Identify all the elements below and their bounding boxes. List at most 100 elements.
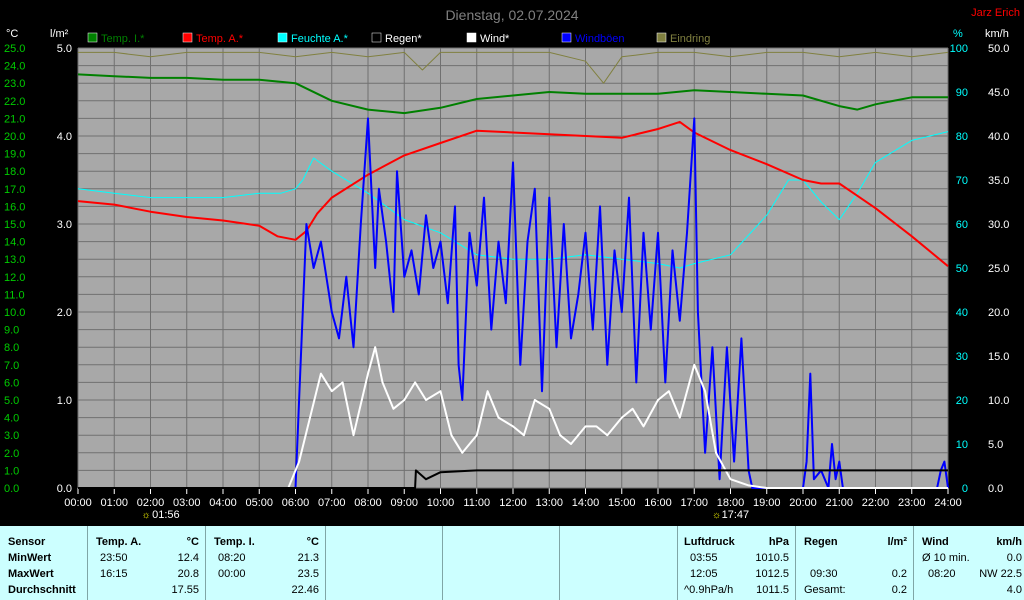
legend-label: Eindring <box>670 33 710 45</box>
temp-axis-unit: °C <box>6 28 18 40</box>
temp-tick-label: 4.0 <box>4 413 19 425</box>
series-line-wind <box>78 346 948 489</box>
x-tick-label: 19:00 <box>753 497 781 509</box>
humidity-tick-label: 0 <box>962 483 968 495</box>
temp-a-unit: °C <box>186 536 199 548</box>
x-tick-label: 04:00 <box>209 497 237 509</box>
temp-i-header: Temp. I. <box>214 536 255 548</box>
humidity-tick-label: 70 <box>956 175 968 187</box>
temp-i-min-time: 08:20 <box>218 552 246 564</box>
stats-col-empty-3 <box>559 526 677 600</box>
humidity-tick-label: 100 <box>950 43 968 55</box>
stats-col-temp-a: Temp. A. °C 23:50 12.4 16:15 20.8 17.55 <box>87 526 205 600</box>
wind-axis-unit: km/h <box>985 28 1009 40</box>
wind-tick-label: 15.0 <box>988 351 1009 363</box>
rain-tick-label: 0.0 <box>57 483 72 495</box>
x-tick-label: 10:00 <box>427 497 455 509</box>
humidity-tick-label: 40 <box>956 307 968 319</box>
temp-tick-label: 9.0 <box>4 325 19 337</box>
x-tick-label: 03:00 <box>173 497 201 509</box>
legend-swatch <box>656 32 667 43</box>
temp-i-min-value: 21.3 <box>297 552 319 564</box>
temp-a-header: Temp. A. <box>96 536 142 548</box>
wind-tick-label: 5.0 <box>988 439 1003 451</box>
weather-chart: Dienstag, 02.07.2024 Jarz Erich °C l/m²% km/… <box>4 7 1020 521</box>
x-tick-label: 17:00 <box>680 497 708 509</box>
regen-unit: l/m² <box>887 536 907 548</box>
temp-a-max-time: 16:15 <box>100 568 128 580</box>
temp-i-max-time: 00:00 <box>218 568 246 580</box>
rain-tick-label: 3.0 <box>57 219 72 231</box>
temp-a-max-value: 20.8 <box>177 568 199 580</box>
temp-tick-label: 13.0 <box>4 254 25 266</box>
luftdruck-min-value: 1010.5 <box>755 552 789 564</box>
temp-tick-label: 3.0 <box>4 430 19 442</box>
x-tick-label: 14:00 <box>572 497 600 509</box>
regen-header: Regen <box>804 536 838 548</box>
temp-a-avg-value: 17.55 <box>171 584 199 596</box>
legend-label: Feuchte A.* <box>291 33 349 45</box>
humidity-tick-label: 30 <box>956 351 968 363</box>
humidity-tick-label: 90 <box>956 87 968 99</box>
temp-tick-label: 5.0 <box>4 395 19 407</box>
temp-i-max-value: 23.5 <box>297 568 319 580</box>
x-tick-label: 21:00 <box>825 497 853 509</box>
wind-tick-label: 10.0 <box>988 395 1009 407</box>
temp-tick-label: 8.0 <box>4 342 19 354</box>
wind-tick-label: 35.0 <box>988 175 1009 187</box>
series-line-windb-en <box>78 117 949 489</box>
legend-swatch <box>182 32 193 43</box>
rain-tick-label: 4.0 <box>57 131 72 143</box>
rain-tick-label: 2.0 <box>57 307 72 319</box>
x-tick-label: 18:00 <box>717 497 745 509</box>
wind-avg10-value: 0.0 <box>1006 552 1022 564</box>
x-tick-label: 02:00 <box>137 497 165 509</box>
luftdruck-unit: hPa <box>768 536 789 548</box>
sunset-icon: ☼ <box>712 510 721 521</box>
wind-max-time: 08:20 <box>928 568 956 580</box>
temp-i-unit: °C <box>306 536 319 548</box>
x-tick-label: 20:00 <box>789 497 817 509</box>
wind-tick-label: 45.0 <box>988 87 1009 99</box>
temp-tick-label: 23.0 <box>4 78 25 90</box>
luftdruck-max-time: 12:05 <box>690 568 718 580</box>
sunrise-label: 01:56 <box>152 509 180 521</box>
stats-table: Sensor MinWert MaxWert Durchschnitt Temp… <box>0 526 1024 600</box>
wind-tick-label: 50.0 <box>988 43 1009 55</box>
luftdruck-max-value: 1012.5 <box>755 568 789 580</box>
x-tick-label: 16:00 <box>644 497 672 509</box>
stats-row-max: MaxWert <box>8 568 54 580</box>
humidity-tick-label: 60 <box>956 219 968 231</box>
temp-tick-label: 1.0 <box>4 465 19 477</box>
chart-area: Dienstag, 02.07.2024 Jarz Erich °C l/m²% km/… <box>0 0 1024 526</box>
stats-row-min: MinWert <box>8 552 52 564</box>
chart-title: Dienstag, 02.07.2024 <box>445 7 578 23</box>
x-tick-label: 08:00 <box>354 497 382 509</box>
stats-col-wind: Wind km/h Ø 10 min. 0.0 08:20 NW 22.5 4.… <box>913 526 1024 600</box>
series-line-regen <box>78 469 948 489</box>
x-tick-label: 13:00 <box>535 497 563 509</box>
stats-col-sensor: Sensor MinWert MaxWert Durchschnitt <box>0 526 87 600</box>
temp-tick-label: 17.0 <box>4 184 25 196</box>
luftdruck-min-time: 03:55 <box>690 552 718 564</box>
legend-label: Wind* <box>480 33 510 45</box>
temp-tick-label: 14.0 <box>4 237 25 249</box>
temp-tick-label: 10.0 <box>4 307 25 319</box>
humidity-tick-label: 10 <box>956 439 968 451</box>
x-tick-label: 23:00 <box>898 497 926 509</box>
x-tick-label: 06:00 <box>282 497 310 509</box>
x-tick-label: 11:00 <box>463 497 490 509</box>
temp-tick-label: 12.0 <box>4 272 25 284</box>
x-tick-label: 05:00 <box>245 497 273 509</box>
luftdruck-trend: ^0.9hPa/h <box>684 584 734 596</box>
wind-header: Wind <box>922 536 949 548</box>
temp-a-min-value: 12.4 <box>177 552 199 564</box>
x-tick-label: 22:00 <box>862 497 890 509</box>
sunrise-icon: ☼ <box>141 510 150 521</box>
wind-tick-label: 30.0 <box>988 219 1009 231</box>
regen-max-value: 0.2 <box>891 568 907 580</box>
stats-col-temp-i: Temp. I. °C 08:20 21.3 00:00 23.5 22.46 <box>205 526 325 600</box>
temp-tick-label: 6.0 <box>4 377 19 389</box>
x-tick-label: 01:00 <box>100 497 128 509</box>
legend-swatch <box>87 32 98 43</box>
